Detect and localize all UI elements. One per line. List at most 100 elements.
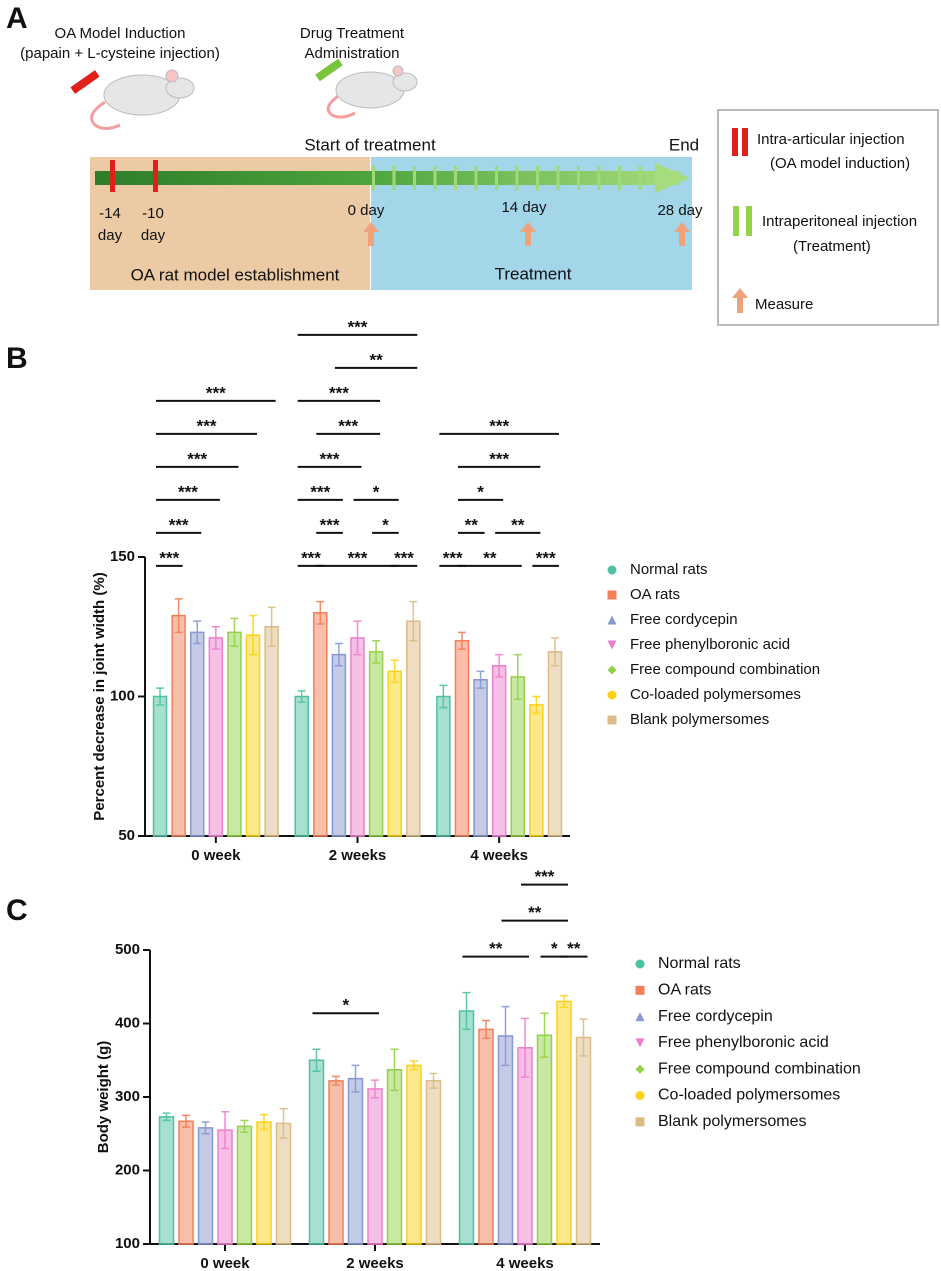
error-bar — [439, 684, 448, 709]
legend-marker — [635, 1117, 645, 1127]
treatment-tick — [474, 166, 478, 190]
bar — [547, 651, 563, 837]
bar — [236, 1125, 253, 1245]
y-tick-label: 50 — [118, 827, 135, 844]
error-bar — [156, 687, 165, 706]
y-axis-label: Body weight (g) — [95, 1041, 112, 1154]
legend-label: (Treatment) — [793, 238, 871, 255]
y-tick-label: 400 — [115, 1014, 140, 1031]
error-bar — [409, 600, 418, 642]
panel-label: A — [6, 2, 28, 35]
bar — [227, 631, 242, 837]
rat-icon — [315, 58, 418, 119]
timeline-arrow — [655, 163, 690, 193]
legend-label: Free compound combination — [658, 1060, 861, 1077]
bar — [510, 676, 526, 837]
treatment-tick — [372, 166, 375, 190]
legend-icon — [732, 288, 748, 313]
significance-label: *** — [206, 383, 226, 402]
bar — [454, 639, 470, 837]
y-tick-label: 100 — [110, 687, 135, 704]
treatment-title: Drug Treatment — [300, 25, 405, 42]
legend-label: Normal rats — [630, 561, 708, 578]
bar — [425, 1080, 442, 1245]
legend-marker — [607, 640, 617, 650]
timeline-bar — [95, 171, 680, 185]
injection-tick — [153, 160, 158, 192]
significance-label: ** — [465, 515, 479, 534]
error-bar — [540, 1012, 549, 1059]
error-bar — [267, 606, 276, 648]
phase-label: OA rat model establishment — [131, 265, 340, 284]
bar — [536, 1034, 553, 1245]
error-bar — [174, 598, 183, 634]
y-tick-label: 200 — [115, 1161, 140, 1178]
error-bar — [240, 1119, 249, 1134]
bar — [158, 1116, 175, 1245]
treatment-tick — [556, 166, 560, 190]
bar — [473, 679, 488, 837]
measure-arrows — [363, 222, 690, 246]
end-label: End — [669, 135, 699, 154]
panel-label: C — [6, 894, 28, 927]
error-bar — [457, 631, 466, 650]
bar — [178, 1120, 194, 1245]
legend-label: Intra-articular injection — [757, 131, 905, 148]
significance-label: *** — [320, 515, 340, 534]
legend-marker — [635, 1064, 645, 1074]
treatment-tick — [536, 166, 539, 190]
significance-label: ** — [528, 903, 542, 922]
bar — [575, 1036, 592, 1245]
error-bar — [316, 600, 325, 625]
treatment-ticks — [372, 166, 642, 190]
x-tick-label: 0 week — [200, 1255, 250, 1271]
significance-label: * — [477, 482, 484, 501]
significance-label: *** — [178, 482, 198, 501]
legend-marker — [635, 985, 645, 995]
legend-marker — [607, 715, 617, 725]
legend-label: OA rats — [630, 586, 680, 603]
error-bar — [560, 994, 568, 1009]
legend-marker — [607, 590, 617, 600]
timeline-diagram: A OA Model Induction (papain + L-cystein… — [6, 2, 939, 326]
legend-marker — [607, 665, 617, 675]
bar — [256, 1121, 272, 1245]
significance-label: *** — [348, 548, 368, 567]
bar — [171, 614, 186, 837]
bar — [308, 1059, 325, 1245]
error-bar — [312, 1048, 321, 1073]
legend-label: Free cordycepin — [658, 1008, 773, 1025]
error-bar — [221, 1110, 229, 1150]
phase-label: Treatment — [495, 264, 572, 283]
significance-label: *** — [536, 548, 556, 567]
bar — [497, 1035, 514, 1245]
treatment-tick — [577, 166, 580, 190]
legend-label: Free phenylboronic acid — [658, 1034, 829, 1051]
legend-label: Measure — [755, 296, 813, 313]
error-bar — [351, 1064, 360, 1093]
time-label: 14 day — [501, 199, 547, 216]
induction-title: OA Model Induction — [55, 25, 186, 42]
start-label: Start of treatment — [304, 135, 436, 154]
x-tick-label: 4 weeks — [470, 847, 528, 864]
x-tick-label: 2 weeks — [346, 1255, 404, 1271]
bar — [436, 695, 451, 837]
legend-marker — [607, 615, 617, 625]
error-bar — [372, 639, 381, 664]
significance-label: *** — [535, 867, 555, 886]
legend-label: Normal rats — [658, 955, 741, 972]
bar — [331, 653, 347, 837]
bar — [275, 1122, 292, 1245]
significance-label: *** — [169, 515, 189, 534]
significance-label: *** — [310, 482, 330, 501]
bar — [386, 1069, 403, 1245]
significance-label: ** — [567, 939, 581, 958]
significance-label: *** — [338, 416, 358, 435]
treatment-tick — [392, 166, 396, 190]
injection-tick — [110, 160, 115, 192]
legend-box — [717, 109, 939, 326]
error-bar — [390, 1048, 399, 1092]
bar — [294, 695, 309, 837]
error-bar — [193, 620, 202, 645]
